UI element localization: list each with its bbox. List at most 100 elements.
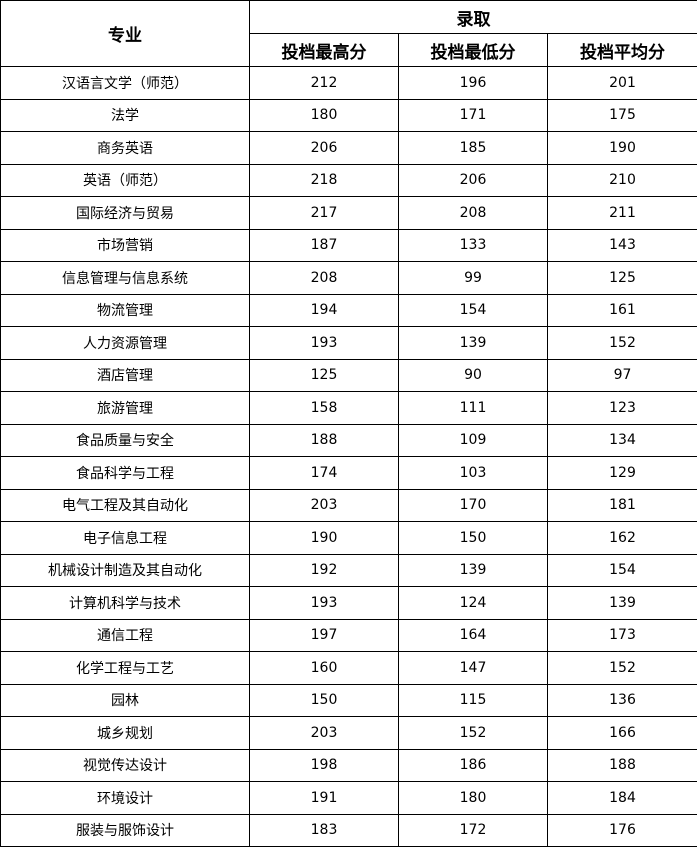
avg-score-cell: 129 — [546, 456, 697, 490]
max-score-cell: 192 — [249, 553, 399, 587]
table-row: 人力资源管理 193 139 152 — [0, 326, 697, 360]
major-cell: 电子信息工程 — [0, 521, 250, 555]
avg-score-cell: 211 — [546, 196, 697, 230]
min-score-cell: 109 — [398, 423, 548, 457]
header-major: 专业 — [0, 0, 250, 67]
max-score-cell: 174 — [249, 456, 399, 490]
min-score-cell: 133 — [398, 228, 548, 262]
max-score-cell: 150 — [249, 683, 399, 717]
table-row: 食品科学与工程 174 103 129 — [0, 456, 697, 490]
major-cell: 汉语言文学（师范） — [0, 66, 250, 100]
table-row: 计算机科学与技术 193 124 139 — [0, 586, 697, 620]
max-score-cell: 194 — [249, 293, 399, 327]
header-max-score: 投档最高分 — [249, 33, 399, 67]
avg-score-cell: 154 — [546, 553, 697, 587]
min-score-cell: 170 — [398, 488, 548, 522]
header-min-score: 投档最低分 — [398, 33, 548, 67]
min-score-cell: 164 — [398, 618, 548, 652]
major-cell: 视觉传达设计 — [0, 748, 250, 782]
major-cell: 计算机科学与技术 — [0, 586, 250, 620]
max-score-cell: 208 — [249, 261, 399, 295]
min-score-cell: 111 — [398, 391, 548, 425]
avg-score-cell: 162 — [546, 521, 697, 555]
max-score-cell: 191 — [249, 781, 399, 815]
min-score-cell: 152 — [398, 716, 548, 750]
avg-score-cell: 184 — [546, 781, 697, 815]
header-avg-score: 投档平均分 — [546, 33, 697, 67]
avg-score-cell: 201 — [546, 66, 697, 100]
avg-score-cell: 173 — [546, 618, 697, 652]
major-cell: 电气工程及其自动化 — [0, 488, 250, 522]
min-score-cell: 206 — [398, 163, 548, 197]
avg-score-cell: 152 — [546, 326, 697, 360]
table-row: 商务英语 206 185 190 — [0, 131, 697, 165]
avg-score-cell: 152 — [546, 651, 697, 685]
table-row: 园林 150 115 136 — [0, 683, 697, 717]
avg-score-cell: 139 — [546, 586, 697, 620]
min-score-cell: 186 — [398, 748, 548, 782]
min-score-cell: 185 — [398, 131, 548, 165]
major-cell: 食品科学与工程 — [0, 456, 250, 490]
table-row: 城乡规划 203 152 166 — [0, 716, 697, 750]
max-score-cell: 190 — [249, 521, 399, 555]
min-score-cell: 150 — [398, 521, 548, 555]
min-score-cell: 139 — [398, 553, 548, 587]
min-score-cell: 147 — [398, 651, 548, 685]
max-score-cell: 183 — [249, 813, 399, 847]
avg-score-cell: 136 — [546, 683, 697, 717]
min-score-cell: 196 — [398, 66, 548, 100]
max-score-cell: 212 — [249, 66, 399, 100]
major-cell: 服装与服饰设计 — [0, 813, 250, 847]
table-row: 国际经济与贸易 217 208 211 — [0, 196, 697, 230]
header-admission-group: 录取 — [248, 0, 697, 34]
max-score-cell: 198 — [249, 748, 399, 782]
major-cell: 商务英语 — [0, 131, 250, 165]
table-row: 酒店管理 125 90 97 — [0, 358, 697, 392]
major-cell: 化学工程与工艺 — [0, 651, 250, 685]
table-row: 电子信息工程 190 150 162 — [0, 521, 697, 555]
max-score-cell: 188 — [249, 423, 399, 457]
min-score-cell: 115 — [398, 683, 548, 717]
min-score-cell: 90 — [398, 358, 548, 392]
max-score-cell: 125 — [249, 358, 399, 392]
max-score-cell: 206 — [249, 131, 399, 165]
table-row: 食品质量与安全 188 109 134 — [0, 423, 697, 457]
avg-score-cell: 134 — [546, 423, 697, 457]
table-row: 英语（师范） 218 206 210 — [0, 163, 697, 197]
major-cell: 人力资源管理 — [0, 326, 250, 360]
table-row: 通信工程 197 164 173 — [0, 618, 697, 652]
table-row: 法学 180 171 175 — [0, 98, 697, 132]
min-score-cell: 172 — [398, 813, 548, 847]
table-row: 汉语言文学（师范） 212 196 201 — [0, 66, 697, 100]
max-score-cell: 158 — [249, 391, 399, 425]
max-score-cell: 197 — [249, 618, 399, 652]
max-score-cell: 203 — [249, 716, 399, 750]
max-score-cell: 180 — [249, 98, 399, 132]
avg-score-cell: 181 — [546, 488, 697, 522]
table-row: 环境设计 191 180 184 — [0, 781, 697, 815]
avg-score-cell: 143 — [546, 228, 697, 262]
major-cell: 法学 — [0, 98, 250, 132]
avg-score-cell: 125 — [546, 261, 697, 295]
avg-score-cell: 161 — [546, 293, 697, 327]
avg-score-cell: 175 — [546, 98, 697, 132]
major-cell: 机械设计制造及其自动化 — [0, 553, 250, 587]
major-cell: 市场营销 — [0, 228, 250, 262]
avg-score-cell: 176 — [546, 813, 697, 847]
major-cell: 通信工程 — [0, 618, 250, 652]
major-cell: 城乡规划 — [0, 716, 250, 750]
min-score-cell: 154 — [398, 293, 548, 327]
table-row: 市场营销 187 133 143 — [0, 228, 697, 262]
avg-score-cell: 188 — [546, 748, 697, 782]
major-cell: 物流管理 — [0, 293, 250, 327]
major-cell: 英语（师范） — [0, 163, 250, 197]
max-score-cell: 203 — [249, 488, 399, 522]
min-score-cell: 208 — [398, 196, 548, 230]
min-score-cell: 171 — [398, 98, 548, 132]
max-score-cell: 217 — [249, 196, 399, 230]
table-row: 视觉传达设计 198 186 188 — [0, 748, 697, 782]
table-row: 机械设计制造及其自动化 192 139 154 — [0, 553, 697, 587]
table-row: 旅游管理 158 111 123 — [0, 391, 697, 425]
table-row: 化学工程与工艺 160 147 152 — [0, 651, 697, 685]
